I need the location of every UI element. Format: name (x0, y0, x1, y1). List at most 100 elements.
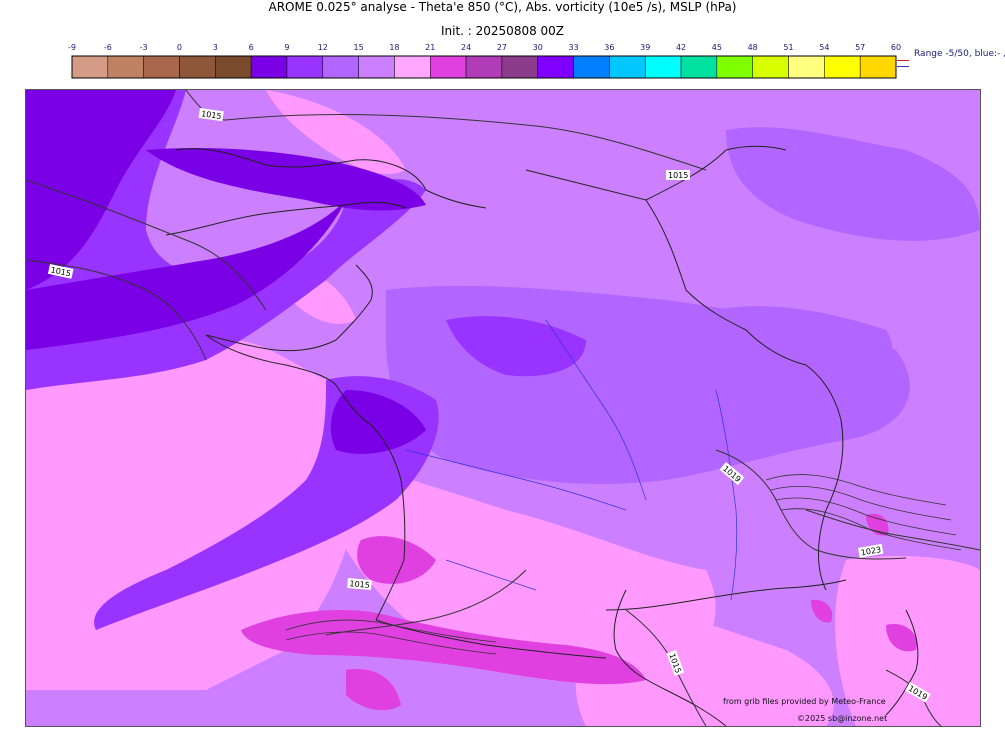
field-magenta-pyrenees (241, 610, 646, 685)
isobar-label-1015-d: 1015 (349, 579, 370, 590)
colorbar-cell (573, 55, 610, 79)
pyrenees-contour-1 (285, 619, 497, 643)
colorbar-cell (107, 55, 144, 79)
isobar-label-1015-b: 1015 (50, 265, 72, 278)
isobar-label-1015-c: 1015 (668, 171, 688, 180)
colorbar-tick-label: 33 (568, 43, 578, 52)
colorbar-tick-label: 12 (318, 43, 328, 52)
colorbar-tick-label: 30 (533, 43, 543, 52)
legend-red-line (897, 60, 909, 61)
isobar-label-bg (47, 264, 74, 279)
coast-northsea (525, 145, 787, 201)
alps-contour-4 (780, 508, 962, 551)
coast-brittany-biscay (205, 334, 406, 561)
colorbar-cell (322, 55, 359, 79)
pyrenees-contour-2 (285, 631, 497, 655)
colorbar-cells (71, 55, 897, 79)
legend-blue-line (897, 66, 909, 67)
colorbar-tick-label: 3 (213, 43, 218, 52)
coastlines (165, 145, 919, 726)
colorbar-cell (465, 55, 503, 79)
colorbar-tick-label: 42 (676, 43, 686, 52)
colorbar-cell (752, 55, 789, 79)
isobar-label-bg (666, 650, 685, 676)
coast-england-south (175, 148, 487, 209)
copyright: ©2025 sb@inzone.net (797, 714, 888, 723)
colorbar-tick-label: -9 (68, 43, 76, 52)
colorbar-cell (609, 55, 646, 79)
river-loire (405, 449, 627, 511)
border-pyrenees (375, 619, 607, 659)
alpine-contours (285, 474, 962, 655)
weather-map[interactable]: 1015 1015 1015 1019 1023 1015 (25, 89, 981, 727)
init-time: Init. : 20250808 00Z (440, 24, 565, 38)
rivers (405, 319, 738, 601)
coast-landes (375, 559, 405, 621)
colorbar-tick-label: 45 (712, 43, 722, 52)
map-title: AROME 0.025° analyse - Theta'e 850 (°C),… (268, 0, 737, 14)
field-deepviolet-uk (146, 148, 426, 211)
isobar-labels: 1015 1015 1015 1019 1023 1015 (47, 108, 931, 703)
alps-contour-2 (770, 485, 952, 521)
colorbar-tick-label: 6 (249, 43, 254, 52)
field-pink-north (266, 90, 406, 174)
colorbar-tick-label: 36 (604, 43, 614, 52)
river-seine-loire (545, 319, 647, 501)
field-pink-mediterranean (575, 590, 834, 726)
alps-contour-1 (765, 474, 947, 506)
vorticity-legend-note: Range -5/50, blue:- , red:+ (914, 49, 1005, 59)
isobar-label-bg (347, 578, 372, 591)
colorbar-cell (250, 55, 288, 79)
isobar-label-1015-a: 1015 (201, 109, 222, 121)
field-magenta-ligurian (811, 599, 833, 623)
field-magenta-corsica (886, 624, 917, 652)
colorbar-cell (680, 55, 718, 79)
river-rhone (715, 389, 738, 601)
colorbar-tick-label: 9 (284, 43, 289, 52)
map-canvas: 1015 1015 1015 1019 1023 1015 (26, 90, 980, 726)
colorbar-cell (71, 55, 109, 79)
border-france-italy (818, 419, 844, 591)
colorbar-tick-label: 39 (640, 43, 650, 52)
colorbar-frame (71, 55, 897, 79)
alps-contour-3 (775, 497, 957, 536)
colorbar-tick-label: -6 (104, 43, 112, 52)
isobar-label-1023: 1023 (860, 545, 882, 557)
coast-spain-east (613, 589, 727, 726)
colorbar-tick-labels: -9 -6 -3 0 3 6 9 12 15 18 21 24 27 30 33 36 39 42 45 48 51 54… (68, 43, 901, 52)
colorbar-cell (394, 55, 431, 79)
isobar-label-bg (666, 170, 690, 180)
river-garonne (445, 559, 537, 591)
colorbar-cell (358, 55, 395, 79)
field-violet-central (446, 316, 586, 377)
colorbar-tick-label: 54 (819, 43, 829, 52)
colorbar-cell (716, 55, 753, 79)
isobar-1015-north (26, 179, 267, 311)
colorbar-tick-label: 60 (891, 43, 901, 52)
coast-wales-cornwall (165, 201, 407, 236)
colorbar-cell (430, 55, 467, 79)
isobar-1023 (805, 509, 980, 551)
colorbar-cell (143, 55, 180, 79)
colorbar-tick-label: 21 (425, 43, 435, 52)
isobar-1015-south (325, 569, 527, 636)
colorbar-tick-label: 18 (389, 43, 399, 52)
data-source-credit: from grib files provided by Meteo-France (723, 697, 886, 706)
colorbar-tick-label: 57 (855, 43, 865, 52)
colorbar-tick-label: 24 (461, 43, 471, 52)
colorbar-tick-label: 27 (497, 43, 507, 52)
colorbar-cell (215, 55, 252, 79)
isobar-1019-corsica (885, 669, 942, 726)
field-deepviolet-brittany (330, 390, 426, 454)
coast-corsica (885, 609, 919, 716)
colorbar-tick-label: 48 (748, 43, 758, 52)
colorbar-tick-label: -3 (140, 43, 148, 52)
colorbar: -9 -6 -3 0 3 6 9 12 15 18 21 24 27 30 33 36 39 42 45 48 51 54… (68, 43, 901, 79)
colorbar-cell (824, 55, 861, 79)
colorbar-cell (179, 55, 216, 79)
isobar-label-bg (198, 108, 224, 122)
colorbar-cell (537, 55, 574, 79)
isobar-label-bg (905, 682, 931, 703)
field-lavender-northeast (726, 127, 980, 241)
coast-normandy (205, 264, 373, 352)
